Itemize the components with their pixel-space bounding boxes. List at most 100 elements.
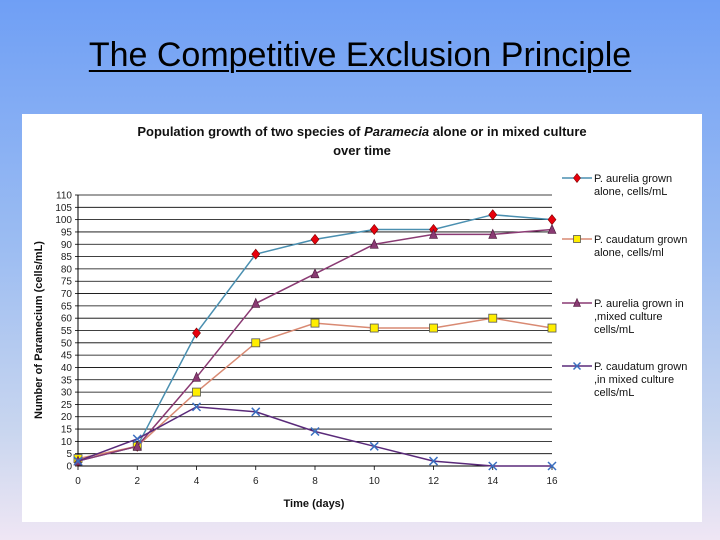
legend-item-4: P. caudatum grown,in mixed culturecells/…	[562, 361, 687, 399]
series-marker	[369, 238, 379, 249]
series-2	[73, 313, 557, 464]
legend-label: ,in mixed culture	[594, 374, 674, 386]
series-marker	[132, 434, 142, 444]
series-marker	[547, 223, 557, 234]
x-axis-label: Time (days)	[284, 498, 345, 510]
series-3	[73, 223, 557, 466]
series-marker	[488, 228, 498, 239]
y-tick-label: 65	[61, 301, 73, 312]
y-tick-label: 110	[56, 191, 72, 202]
series-group	[73, 209, 557, 471]
series-marker	[251, 248, 261, 260]
series-marker	[369, 224, 379, 235]
legend-label: P. caudatum grown	[594, 361, 687, 373]
y-tick-label: 40	[61, 363, 73, 374]
series-marker	[369, 323, 379, 333]
series-marker	[572, 361, 582, 371]
series-marker	[132, 440, 142, 451]
y-tick-label: 20	[61, 412, 73, 423]
chart-title-post: alone or in mixed culture	[429, 124, 586, 139]
series-marker	[310, 426, 320, 437]
legend-label: alone, cells/ml	[594, 247, 664, 259]
series-marker	[428, 456, 439, 466]
legend-label: ,mixed culture	[594, 311, 662, 323]
y-tick-label: 100	[55, 215, 72, 226]
x-tick-label: 8	[312, 476, 318, 487]
y-tick-label: 25	[61, 400, 73, 411]
series-marker	[547, 323, 557, 333]
y-tick-label: 60	[61, 314, 73, 325]
marker-stroke	[572, 361, 582, 371]
y-tick-label: 30	[61, 388, 73, 399]
series-marker	[573, 235, 581, 243]
marker-stroke	[310, 426, 320, 437]
legend-label: P. caudatum grown	[594, 234, 687, 246]
series-marker	[251, 338, 261, 348]
x-tick-label: 16	[546, 476, 558, 487]
chart-title-italic: Paramecia	[364, 124, 429, 139]
x-tick-label: 6	[253, 476, 259, 487]
y-tick-label: 45	[61, 351, 73, 362]
series-marker	[573, 173, 581, 183]
series-4	[73, 402, 557, 471]
series-marker	[310, 318, 320, 328]
y-tick-label: 105	[55, 203, 72, 214]
series-marker	[547, 461, 557, 471]
x-tick-label: 0	[75, 476, 81, 487]
chart-title-pre: Population growth of two species of	[137, 124, 364, 139]
y-tick-label: 70	[61, 289, 73, 300]
y-tick-label: 5	[66, 449, 72, 460]
series-marker	[310, 268, 320, 279]
marker-stroke	[547, 461, 557, 471]
legend-item-3: P. aurelia grown in,mixed culturecells/m…	[562, 297, 684, 336]
legend-label: P. aurelia grown	[594, 173, 672, 185]
marker-stroke	[73, 456, 83, 466]
series-marker	[191, 402, 202, 412]
y-tick-label: 75	[61, 277, 73, 288]
series-marker	[73, 456, 83, 466]
chart-title-line2: over time	[333, 143, 391, 158]
y-tick-label: 80	[61, 264, 73, 275]
y-tick-label: 0	[66, 462, 72, 473]
legend-label: cells/mL	[594, 324, 634, 336]
y-tick-label: 90	[61, 240, 73, 251]
series-marker	[251, 407, 261, 417]
y-tick-label: 55	[61, 326, 73, 337]
series-marker	[488, 461, 498, 471]
legend-label: cells/mL	[594, 387, 634, 399]
series-marker	[369, 441, 379, 451]
marker-stroke	[191, 402, 202, 412]
chart-panel: Population growth of two species of Para…	[22, 114, 702, 522]
series-line	[77, 317, 553, 460]
x-tick-label: 4	[194, 476, 200, 487]
marker-stroke	[369, 441, 379, 451]
series-marker	[192, 387, 201, 397]
series-line	[77, 213, 553, 462]
x-tick-label: 2	[134, 476, 140, 487]
x-tick-label: 12	[428, 476, 440, 487]
marker-stroke	[251, 407, 261, 417]
line-chart: Population growth of two species of Para…	[33, 124, 687, 510]
legend-label: P. aurelia grown in	[594, 298, 684, 310]
axes: 0510152025303540455055606570758085909510…	[55, 191, 558, 488]
y-tick-label: 95	[61, 227, 73, 238]
y-tick-label: 35	[61, 375, 73, 386]
series-marker	[192, 327, 201, 339]
y-tick-label: 10	[61, 437, 73, 448]
marker-stroke	[488, 461, 498, 471]
series-marker	[310, 233, 320, 245]
series-marker	[429, 228, 438, 239]
marker-stroke	[428, 456, 439, 466]
y-tick-label: 85	[61, 252, 73, 263]
slide-title: The Competitive Exclusion Principle	[88, 36, 632, 74]
series-marker	[192, 371, 201, 382]
series-marker	[488, 313, 498, 323]
marker-stroke	[132, 434, 142, 444]
series-marker	[251, 297, 261, 308]
series-line	[77, 228, 553, 462]
chart-title-line1: Population growth of two species of Para…	[137, 124, 586, 139]
legend-label: alone, cells/mL	[594, 186, 667, 198]
